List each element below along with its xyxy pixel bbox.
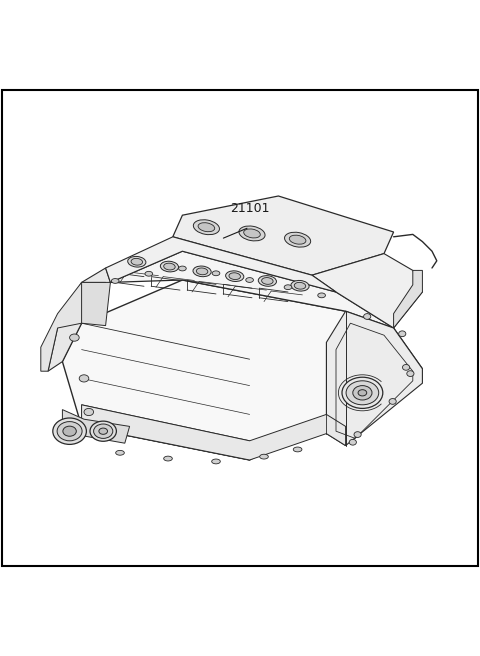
Ellipse shape [179,266,186,271]
Polygon shape [82,282,110,325]
Ellipse shape [131,258,143,265]
Ellipse shape [57,422,82,441]
Ellipse shape [198,222,215,232]
Ellipse shape [364,314,371,319]
Ellipse shape [164,456,172,461]
Ellipse shape [262,277,273,284]
Polygon shape [106,237,336,292]
Ellipse shape [128,256,146,267]
Ellipse shape [402,365,410,370]
Ellipse shape [294,282,306,289]
Ellipse shape [94,424,113,438]
Ellipse shape [289,236,306,244]
Polygon shape [173,196,394,276]
Ellipse shape [407,371,414,377]
Ellipse shape [229,273,240,279]
Ellipse shape [398,331,406,337]
Ellipse shape [70,334,79,341]
Polygon shape [394,270,422,328]
Text: 21101: 21101 [230,202,269,215]
Ellipse shape [164,263,175,270]
Ellipse shape [226,271,244,281]
Polygon shape [62,409,130,443]
Ellipse shape [284,285,292,289]
Ellipse shape [84,409,94,416]
Polygon shape [41,282,106,371]
Ellipse shape [318,293,325,298]
Ellipse shape [291,281,309,291]
Ellipse shape [212,271,220,276]
Ellipse shape [160,261,179,272]
Ellipse shape [116,451,124,455]
Ellipse shape [354,432,361,438]
Polygon shape [312,254,422,328]
Ellipse shape [145,272,153,276]
Polygon shape [48,268,110,371]
Ellipse shape [349,440,356,445]
Ellipse shape [193,220,219,235]
Ellipse shape [346,380,379,405]
Polygon shape [326,311,422,445]
Ellipse shape [353,386,372,400]
Ellipse shape [239,226,265,241]
Ellipse shape [53,418,86,444]
Ellipse shape [99,428,108,434]
Ellipse shape [193,266,211,277]
Ellipse shape [111,279,119,283]
Ellipse shape [90,421,117,441]
Polygon shape [62,280,422,460]
Ellipse shape [342,377,383,409]
Ellipse shape [212,459,220,464]
Ellipse shape [358,390,367,396]
Ellipse shape [79,375,89,382]
Ellipse shape [244,229,260,238]
Polygon shape [110,251,394,328]
Ellipse shape [260,454,268,459]
Ellipse shape [196,268,208,275]
Ellipse shape [246,277,253,282]
Polygon shape [82,405,346,460]
Ellipse shape [389,399,396,404]
Ellipse shape [293,447,302,452]
Ellipse shape [285,232,311,247]
Ellipse shape [63,426,76,436]
Polygon shape [82,405,250,460]
Ellipse shape [258,276,276,286]
